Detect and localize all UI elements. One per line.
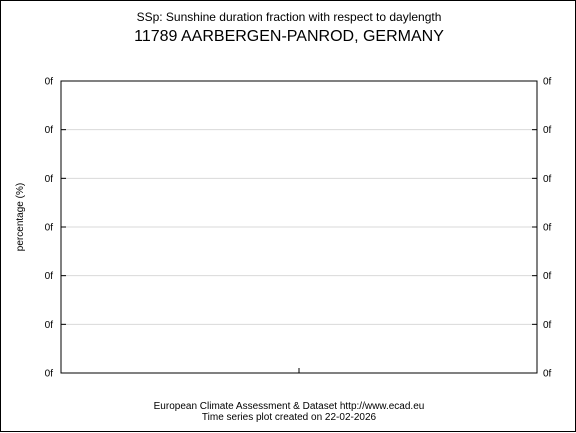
y-tick-label-right: 0f — [543, 223, 552, 234]
y-tick-label-left: 0f — [45, 223, 54, 234]
grid-lines — [61, 129, 537, 325]
y-tick-labels-right: 0f 0f 0f 0f 0f 0f 0f — [543, 77, 552, 380]
y-tick-label-left: 0f — [45, 320, 54, 331]
y-tick-label-left: 0f — [45, 77, 54, 88]
footer-source: European Climate Assessment & Dataset ht… — [153, 401, 425, 412]
chart-subtitle: 11789 AARBERGEN-PANROD, GERMANY — [134, 28, 444, 45]
y-tick-label-right: 0f — [543, 320, 552, 331]
y-tick-label-left: 0f — [45, 271, 54, 282]
footer: European Climate Assessment & Dataset ht… — [1, 401, 576, 423]
y-tick-labels-left: 0f 0f 0f 0f 0f 0f 0f — [45, 77, 54, 380]
y-axis-label: percentage (%) — [15, 183, 26, 251]
y-tick-label-right: 0f — [543, 125, 552, 136]
y-tick-label-left: 0f — [45, 369, 54, 380]
y-tick-label-right: 0f — [543, 174, 552, 185]
tick-marks — [61, 80, 537, 374]
y-tick-label-left: 0f — [45, 174, 54, 185]
y-tick-label-left: 0f — [45, 125, 54, 136]
chart-title: SSp: Sunshine duration fraction with res… — [136, 10, 442, 24]
y-tick-label-right: 0f — [543, 271, 552, 282]
footer-created: Time series plot created on 22-02-2026 — [201, 412, 377, 423]
y-tick-label-right: 0f — [543, 369, 552, 380]
y-tick-label-right: 0f — [543, 77, 552, 88]
